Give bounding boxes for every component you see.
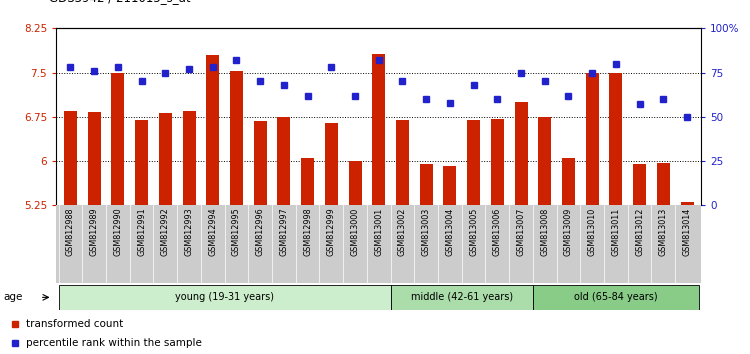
Text: GSM813008: GSM813008: [540, 208, 549, 256]
Text: GSM813009: GSM813009: [564, 208, 573, 256]
Bar: [562, 158, 575, 205]
Bar: [112, 73, 125, 205]
Bar: [349, 161, 361, 205]
Text: GSM813006: GSM813006: [493, 208, 502, 256]
Bar: [538, 117, 551, 205]
Bar: [254, 121, 267, 205]
Bar: [206, 55, 219, 205]
Text: GSM812989: GSM812989: [90, 208, 99, 256]
Text: percentile rank within the sample: percentile rank within the sample: [26, 338, 202, 348]
Text: GSM813010: GSM813010: [588, 208, 597, 256]
Text: GSM813002: GSM813002: [398, 208, 407, 256]
Bar: [680, 202, 694, 205]
Text: GDS3942 / 211015_s_at: GDS3942 / 211015_s_at: [49, 0, 190, 4]
Bar: [609, 73, 622, 205]
Bar: [586, 73, 598, 205]
Bar: [135, 120, 148, 205]
Bar: [533, 285, 699, 310]
Text: GSM813013: GSM813013: [658, 208, 668, 256]
Text: GSM812988: GSM812988: [66, 208, 75, 256]
Bar: [657, 163, 670, 205]
Text: GSM812997: GSM812997: [280, 208, 289, 256]
Bar: [396, 120, 409, 205]
Bar: [88, 112, 100, 205]
Text: GSM813003: GSM813003: [422, 208, 430, 256]
Bar: [633, 164, 646, 205]
Bar: [325, 123, 338, 205]
Text: GSM812996: GSM812996: [256, 208, 265, 256]
Text: GSM813001: GSM813001: [374, 208, 383, 256]
Bar: [278, 117, 290, 205]
Text: GSM813014: GSM813014: [682, 208, 692, 256]
Text: GSM813007: GSM813007: [517, 208, 526, 256]
Text: old (65-84 years): old (65-84 years): [574, 292, 658, 302]
Text: GSM812999: GSM812999: [327, 208, 336, 256]
Bar: [301, 158, 314, 205]
Text: GSM813012: GSM813012: [635, 208, 644, 256]
Text: transformed count: transformed count: [26, 319, 123, 329]
Text: GSM812994: GSM812994: [209, 208, 218, 256]
Text: GSM812990: GSM812990: [113, 208, 122, 256]
Bar: [467, 120, 480, 205]
Bar: [64, 111, 77, 205]
Bar: [443, 166, 457, 205]
Text: GSM813011: GSM813011: [611, 208, 620, 256]
Bar: [372, 54, 386, 205]
Bar: [514, 102, 527, 205]
Text: GSM812992: GSM812992: [160, 208, 170, 256]
Text: GSM812998: GSM812998: [303, 208, 312, 256]
Bar: [391, 285, 533, 310]
Text: young (19-31 years): young (19-31 years): [175, 292, 274, 302]
Text: middle (42-61 years): middle (42-61 years): [411, 292, 513, 302]
Bar: [182, 111, 196, 205]
Text: GSM813005: GSM813005: [469, 208, 478, 256]
Bar: [159, 113, 172, 205]
Text: GSM812993: GSM812993: [184, 208, 194, 256]
Bar: [420, 164, 433, 205]
Text: GSM813000: GSM813000: [350, 208, 359, 256]
Text: age: age: [4, 292, 23, 302]
Bar: [490, 119, 504, 205]
Text: GSM812991: GSM812991: [137, 208, 146, 256]
Text: GSM813004: GSM813004: [446, 208, 454, 256]
Text: GSM812995: GSM812995: [232, 208, 241, 256]
Bar: [230, 72, 243, 205]
Bar: [58, 285, 391, 310]
